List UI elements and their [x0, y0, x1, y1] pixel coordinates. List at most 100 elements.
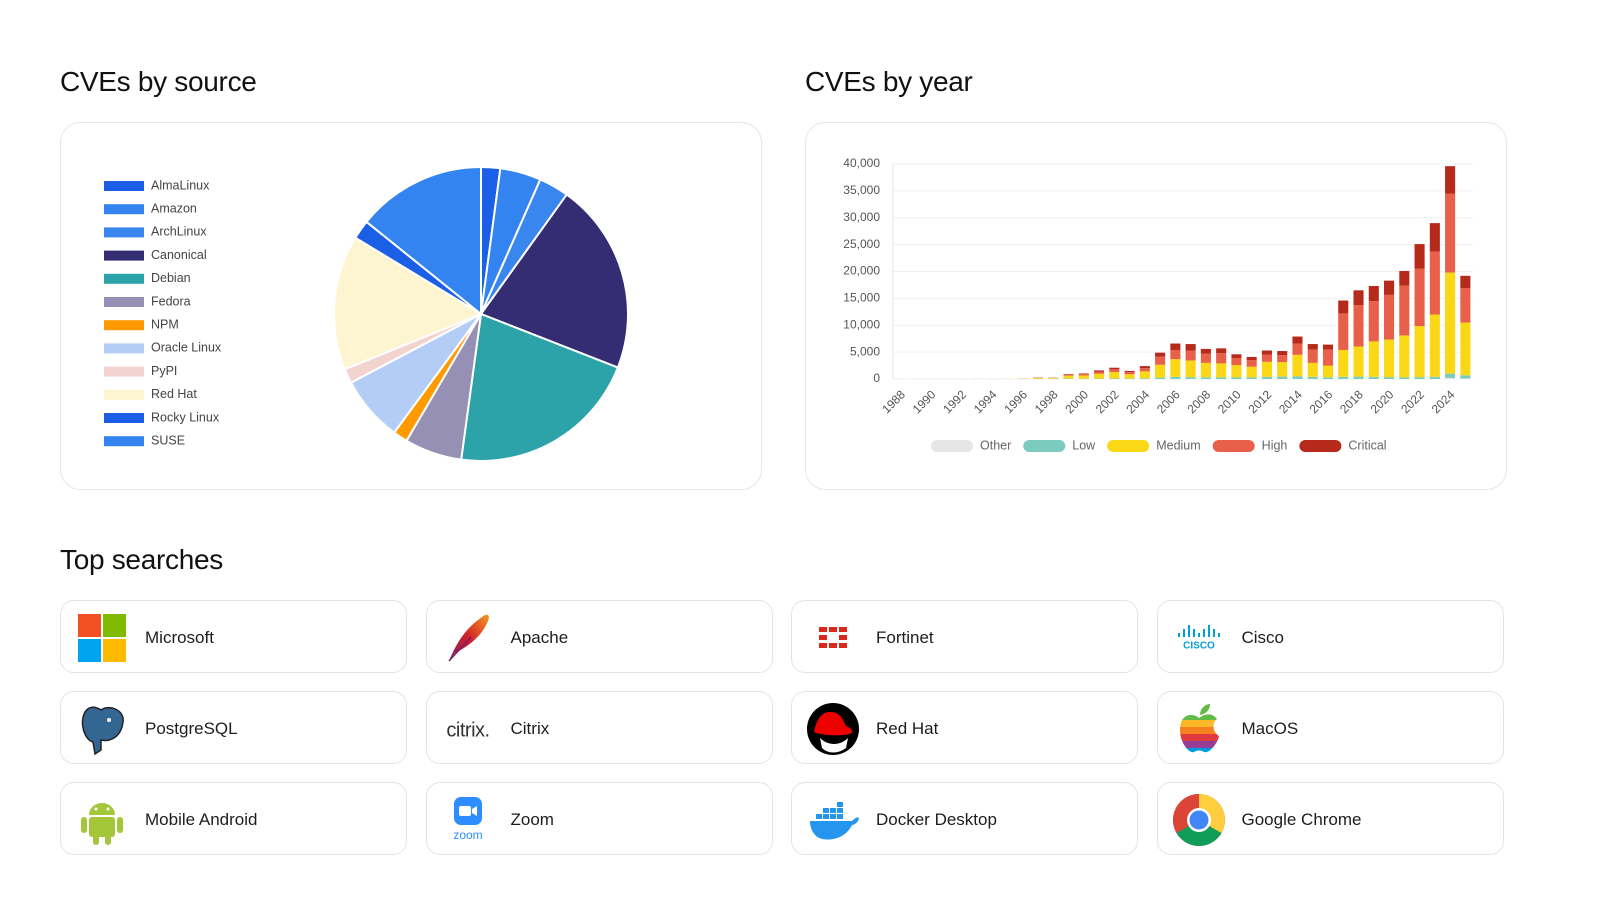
bar-segment: [1109, 372, 1120, 379]
bar-segment: [1155, 364, 1166, 378]
legend-swatch: [104, 273, 144, 284]
search-tile[interactable]: citrix. Citrix: [425, 691, 773, 764]
bar-segment: [1414, 377, 1425, 379]
legend-label: AlmaLinux: [151, 178, 210, 192]
bar-segment: [1216, 377, 1227, 379]
search-tile[interactable]: PostgreSQL: [60, 691, 407, 764]
y-tick-label: 30,000: [843, 210, 880, 224]
bar-segment: [1292, 343, 1303, 355]
legend-label: ArchLinux: [151, 225, 207, 239]
bar-segment: [1109, 378, 1120, 379]
legend-label: Critical: [1348, 438, 1386, 452]
search-tile[interactable]: MacOS: [1156, 691, 1504, 764]
bar-segment: [1277, 355, 1288, 363]
bar-segment: [1322, 349, 1334, 366]
legend-label: High: [1262, 438, 1288, 452]
search-tile[interactable]: Mobile Android: [60, 782, 407, 855]
bar-segment: [1216, 363, 1227, 378]
search-name: Citrix: [510, 719, 550, 738]
bar-segment: [1246, 356, 1257, 361]
bar-segment: [1200, 362, 1211, 378]
search-tile[interactable]: CISCO Cisco: [1156, 600, 1504, 673]
search-name: Docker Desktop: [876, 810, 997, 829]
legend-label: Oracle Linux: [151, 341, 222, 355]
bar-segment: [1384, 294, 1395, 340]
bar-segment: [1307, 349, 1318, 363]
legend-label: Debian: [151, 271, 191, 285]
bar-segment: [1170, 349, 1181, 360]
y-tick-label: 5,000: [850, 344, 880, 358]
legend-swatch: [1023, 440, 1066, 452]
search-tile[interactable]: Docker Desktop: [791, 782, 1138, 855]
bar-segment: [1414, 268, 1425, 327]
bar-segment: [1078, 375, 1089, 379]
y-tick-label: 40,000: [843, 156, 880, 170]
bar-segment: [1460, 275, 1471, 289]
bar-segment: [1185, 350, 1196, 361]
bar-segment: [1139, 371, 1150, 379]
logo: CISCO: [1177, 625, 1220, 652]
y-tick-label: 25,000: [843, 237, 880, 251]
bar-segment: [1170, 359, 1181, 377]
bar-segment: [1307, 376, 1318, 379]
search-tile[interactable]: Red Hat: [791, 691, 1138, 764]
bar-segment: [1246, 377, 1257, 379]
logo: [810, 802, 859, 840]
bar-segment: [1277, 351, 1288, 356]
search-tile[interactable]: Fortinet: [791, 600, 1138, 673]
bar-segment: [1399, 335, 1410, 378]
bar-segment: [1094, 370, 1105, 372]
search-name: Zoom: [510, 810, 554, 829]
bar-segment: [1185, 377, 1196, 379]
bar-segment: [1292, 354, 1303, 377]
bar-segment: [1139, 368, 1150, 372]
search-name: Microsoft: [145, 628, 214, 647]
bar-segment: [1139, 366, 1150, 369]
bar-segment: [1231, 365, 1242, 378]
legend-label: Other: [980, 438, 1011, 452]
bar-segment: [1155, 356, 1166, 365]
bar-segment: [1368, 341, 1379, 377]
bar-segment: [1063, 374, 1074, 375]
bar-segment: [1429, 251, 1440, 315]
logo-text: zoom: [453, 828, 482, 842]
bar-segment: [1322, 365, 1334, 378]
bar-segment: [1246, 360, 1257, 367]
bar-segment: [1429, 314, 1440, 377]
bar-segment: [1109, 367, 1120, 370]
bar-segment: [1445, 272, 1456, 374]
pie-slice: [365, 165, 482, 317]
search-name: Mobile Android: [145, 810, 258, 829]
y-tick-label: 10,000: [843, 317, 880, 331]
bar-segment: [1261, 354, 1272, 362]
bar-segment: [1155, 377, 1166, 379]
search-name: Apache: [510, 628, 569, 647]
bar-segment: [1368, 286, 1379, 302]
bar-segment: [1460, 375, 1471, 379]
section-title: Top searches: [60, 544, 223, 575]
bar-segment: [1185, 344, 1196, 351]
bar-segment: [1261, 350, 1272, 355]
search-tile[interactable]: Google Chrome: [1156, 782, 1504, 855]
bar-segment: [1231, 377, 1242, 379]
bar-segment: [1216, 353, 1227, 364]
legend-swatch: [1107, 440, 1150, 452]
pie-slice: [333, 236, 484, 371]
section-title: CVEs by year: [805, 66, 973, 97]
logo: [1172, 794, 1225, 846]
bar-segment: [1200, 348, 1211, 354]
logo: [78, 614, 126, 662]
bar-segment: [1429, 376, 1440, 379]
search-tile[interactable]: Apache: [425, 600, 773, 673]
bar-segment: [1338, 313, 1349, 350]
bar-segment: [1261, 376, 1272, 379]
search-name: MacOS: [1241, 719, 1299, 738]
search-tile[interactable]: Microsoft: [60, 600, 407, 673]
search-tile[interactable]: zoom Zoom: [425, 782, 773, 855]
bar-segment: [1231, 358, 1242, 366]
bar-segment: [1139, 378, 1150, 379]
legend-swatch: [104, 320, 144, 331]
logo: [1179, 704, 1219, 753]
bar-segment: [1292, 336, 1303, 344]
legend-swatch: [104, 389, 144, 400]
